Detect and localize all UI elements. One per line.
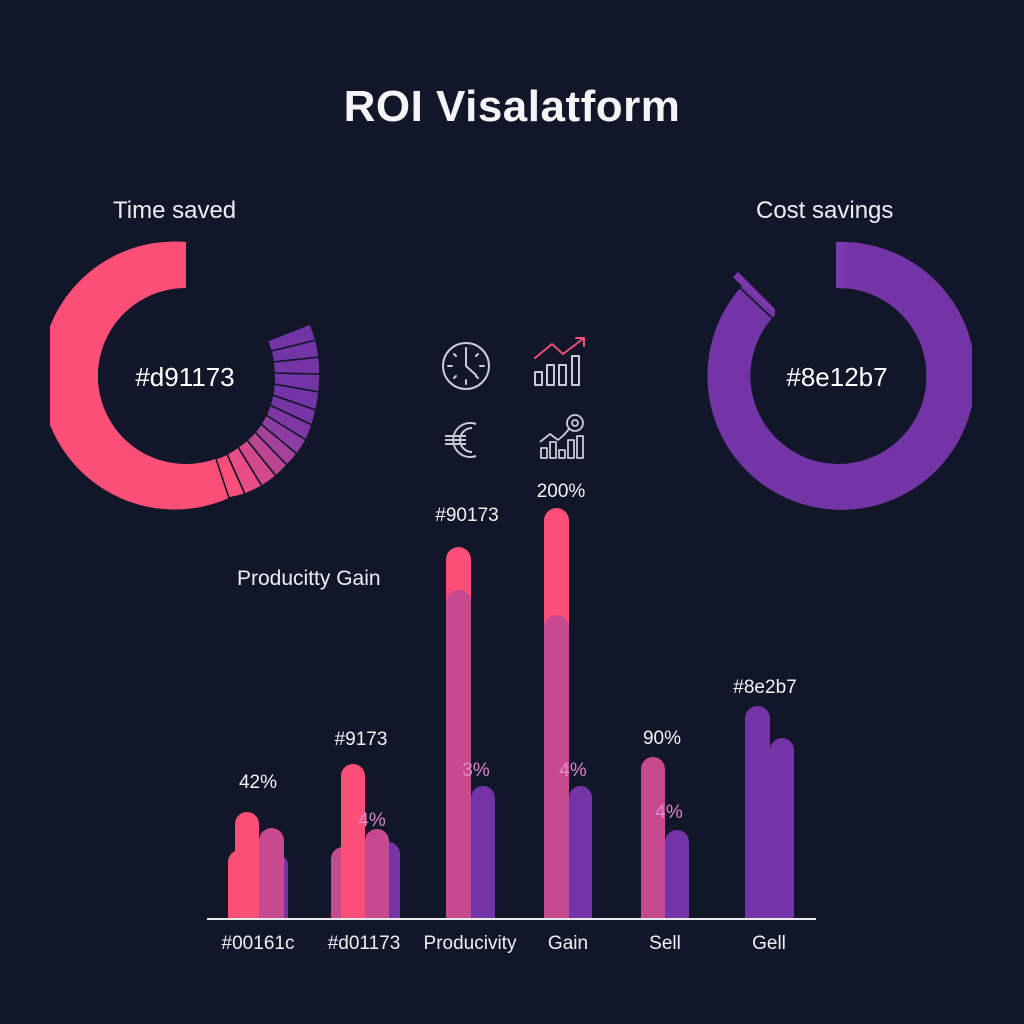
x-label: #d01173: [327, 933, 401, 954]
bar-inner-label: 4%: [358, 810, 386, 831]
cost-savings-center-text: #8e12b7: [786, 362, 888, 392]
chart-coin-icon: [538, 412, 588, 460]
x-label: #00161c: [221, 933, 295, 954]
bar: [365, 829, 389, 918]
time-saved-donut: [50, 240, 322, 512]
x-label: Gell: [752, 933, 786, 954]
bar: [259, 828, 284, 918]
bar-chart-subtitle: Producitty Gain: [237, 567, 381, 590]
bar: [665, 830, 689, 918]
bar-inner-label: 4%: [655, 802, 683, 823]
time-saved-label: Time saved: [113, 197, 237, 224]
cost-savings-donut: [700, 240, 972, 512]
growth-chart-icon: [532, 334, 588, 388]
x-label: Sell: [649, 933, 681, 954]
bar: [770, 738, 794, 918]
bar-value-label: #90173: [435, 505, 499, 526]
bar-inner-label: 3%: [462, 760, 490, 781]
x-axis-line: [207, 918, 816, 920]
bar: [569, 786, 592, 918]
time-saved-center-text: #d91173: [135, 362, 235, 392]
bar-inner-label: 4%: [559, 760, 587, 781]
bar: [641, 757, 665, 918]
bar-value-label: #9173: [334, 729, 388, 750]
x-label: Gain: [547, 933, 589, 954]
bar: [471, 786, 495, 918]
bar: [235, 812, 259, 918]
cost-savings-label: Cost savings: [756, 197, 894, 224]
page-title: ROI Visalatform: [343, 82, 681, 131]
bar: [745, 706, 770, 918]
clock-icon: [440, 340, 492, 392]
x-label: Producivity: [423, 933, 517, 954]
bar: [544, 615, 569, 918]
bar-value-label: 200%: [536, 481, 586, 502]
euro-icon: [444, 418, 480, 462]
bar-value-label: 90%: [642, 728, 682, 749]
bar-value-label: 42%: [238, 772, 278, 793]
bar-value-label: #8e2b7: [733, 677, 797, 698]
bar: [341, 764, 365, 918]
bar: [446, 590, 471, 918]
